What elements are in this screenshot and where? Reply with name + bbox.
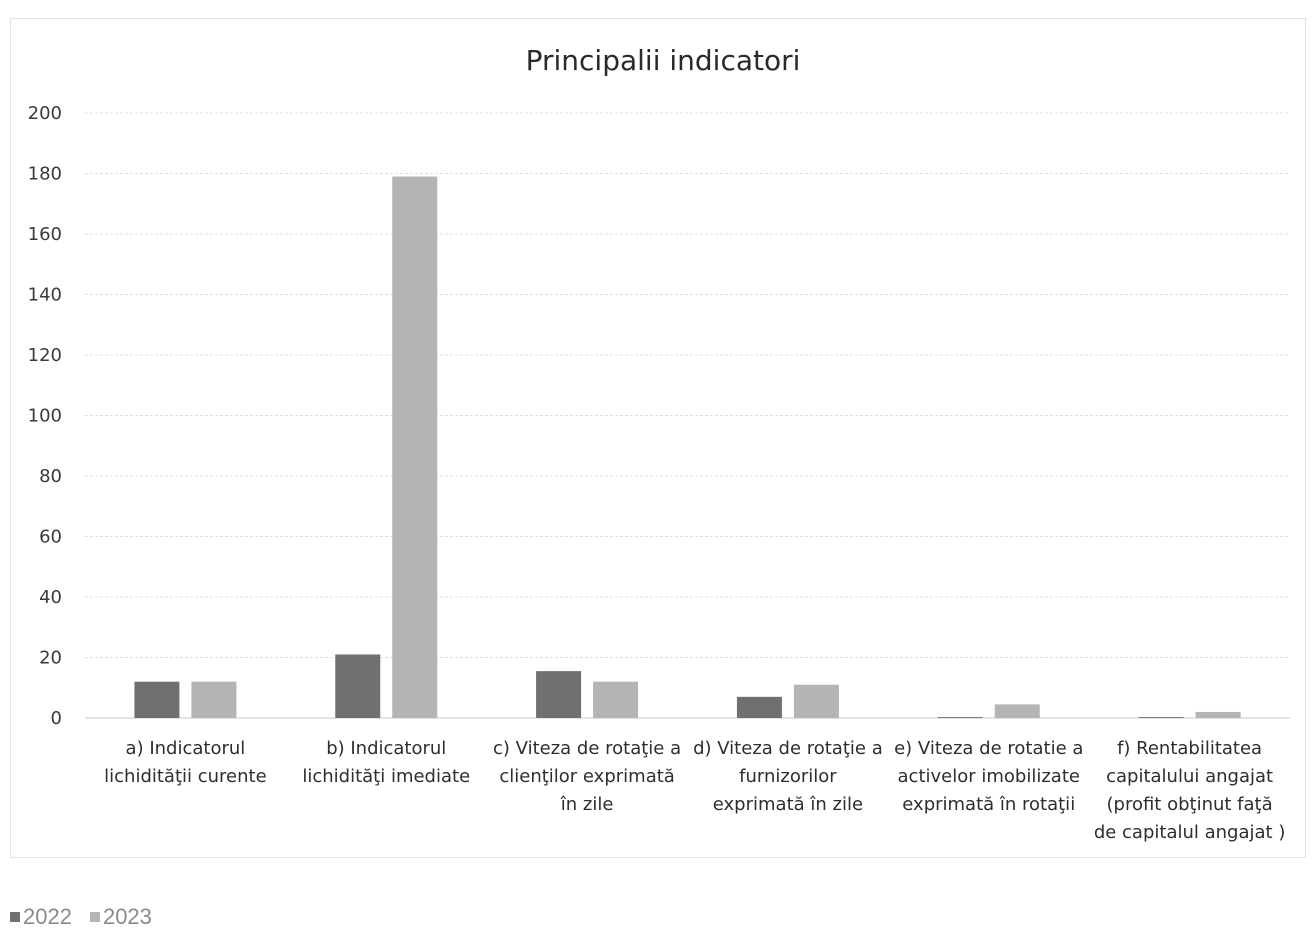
gridlines [85,112,1290,719]
bar-2023-2 [392,176,438,718]
y-tick-label-0: 0 [51,708,62,729]
x-tick-label-6-line-3: (profit obţinut faţă [1107,794,1273,815]
x-tick-label-6-line-4: de capitalul angajat ) [1094,822,1286,843]
bar-2022-6 [1138,717,1184,718]
x-tick-label-6-line-2: capitalului angajat [1106,766,1273,787]
bar-2023-6 [1195,711,1241,718]
y-tick-label-20: 20 [39,648,62,669]
y-tick-label-200: 200 [28,103,62,124]
legend: 2022 2023 [10,904,152,930]
bar-2023-1 [191,681,237,718]
legend-label-2022: 2022 [23,904,72,929]
y-axis: 0 20 40 60 80 100 120 140 160 180 200 [28,103,62,729]
x-tick-label-4-line-1: d) Viteza de rotaţie a [693,738,883,759]
x-tick-label-3-line-1: c) Viteza de rotaţie a [493,738,681,759]
legend-swatch-2023 [89,912,100,922]
x-tick-label-1-line-2: lichidităţii curente [104,766,267,787]
x-tick-label-4-line-3: exprimată în zile [713,794,863,815]
bar-2023-5 [994,704,1040,718]
bar-2022-1 [134,681,180,718]
y-tick-label-160: 160 [28,224,62,245]
bar-2023-4 [793,684,839,718]
x-tick-label-6-line-1: f) Rentabilitatea [1117,738,1262,759]
y-tick-label-120: 120 [28,345,62,366]
x-tick-label-2-line-2: lichidităţi imediate [302,766,470,787]
y-tick-label-180: 180 [28,164,62,185]
bar-chart: Principalii indicatori 0 20 40 60 80 100 120 14… [28,44,1290,843]
legend-swatch-2022 [10,912,20,922]
bars [134,176,1241,718]
chart-frame [10,18,1306,858]
x-tick-label-1-line-1: a) Indicatorul [126,738,246,759]
x-tick-label-2-line-1: b) Indicatorul [326,738,446,759]
legend-label-2023: 2023 [102,904,152,929]
bar-2022-2 [335,654,381,718]
bar-2022-5 [937,717,983,718]
x-axis: a) Indicatorul lichidităţii curente b) Ind… [104,738,1285,843]
x-tick-label-3-line-2: clienţilor exprimată [499,766,674,787]
legend-item-2022: 2022 [10,904,72,930]
x-tick-label-4-line-2: furnizorilor [739,766,837,787]
y-tick-label-80: 80 [39,466,62,487]
y-tick-label-40: 40 [39,587,62,608]
x-tick-label-3-line-3: în zile [560,794,614,815]
bar-2023-3 [593,681,639,718]
legend-item-2023: 2023 [89,904,152,930]
bar-2022-3 [536,671,582,718]
y-tick-label-100: 100 [28,406,62,427]
y-tick-label-140: 140 [28,285,62,306]
chart-title: Principalii indicatori [526,44,801,77]
y-tick-label-60: 60 [39,527,62,548]
bar-2022-4 [736,696,782,718]
x-tick-label-5-line-3: exprimată în rotaţii [902,794,1075,815]
x-tick-label-5-line-1: e) Viteza de rotatie a [894,738,1083,759]
x-tick-label-5-line-2: activelor imobilizate [898,766,1080,787]
